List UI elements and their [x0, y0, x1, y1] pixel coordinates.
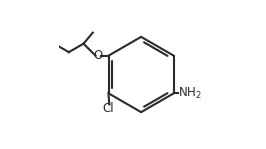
Text: Cl: Cl: [102, 102, 114, 115]
Text: O: O: [94, 49, 103, 62]
Text: NH$_2$: NH$_2$: [178, 86, 202, 101]
